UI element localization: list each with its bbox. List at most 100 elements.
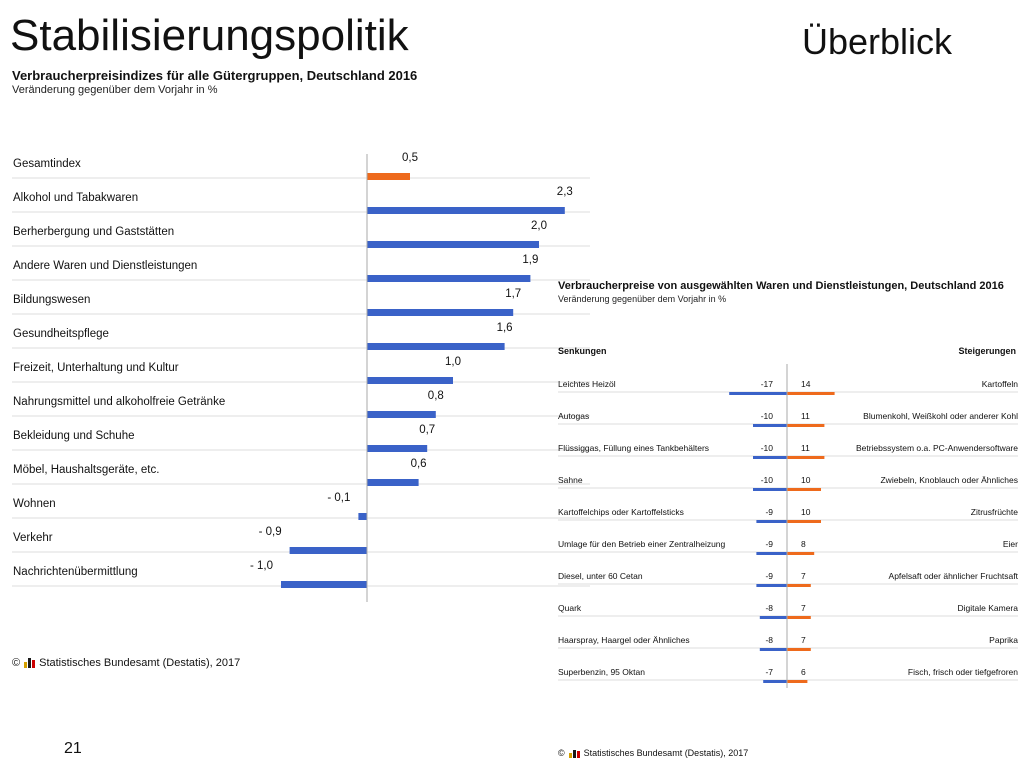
- chart1-source: © Statistisches Bundesamt (Destatis), 20…: [12, 657, 240, 669]
- category-label: Berherbergung und Gaststätten: [13, 226, 174, 238]
- value-label: - 0,1: [327, 492, 350, 504]
- category-label: Gesamtindex: [13, 158, 81, 170]
- category-label: Nachrichtenübermittlung: [13, 566, 138, 578]
- bar: [281, 581, 367, 588]
- increase-label: Eier: [1003, 539, 1018, 549]
- decrease-value: -10: [761, 443, 774, 453]
- increase-bar: [787, 424, 825, 427]
- bar: [367, 207, 565, 214]
- category-label: Verkehr: [13, 532, 53, 544]
- chart1-title: Verbraucherpreisindizes für alle Gütergr…: [12, 68, 418, 83]
- page-number: 21: [64, 740, 82, 757]
- bar: [367, 173, 410, 180]
- chart2-source: © Statistisches Bundesamt (Destatis), 20…: [558, 748, 748, 758]
- decrease-value: -10: [761, 475, 774, 485]
- decrease-label: Diesel, unter 60 Cetan: [558, 571, 643, 581]
- bar: [367, 309, 514, 316]
- increase-bar: [787, 456, 825, 459]
- copyright-icon: ©: [12, 657, 21, 669]
- bar: [367, 411, 436, 418]
- decrease-label: Autogas: [558, 411, 589, 421]
- value-label: 2,0: [531, 220, 547, 232]
- chart1-svg: Gesamtindex 0,5 Alkohol und Tabakwaren 2,3 B…: [12, 152, 590, 602]
- decrease-label: Quark: [558, 603, 582, 613]
- increase-label: Paprika: [989, 635, 1018, 645]
- bar: [367, 479, 419, 486]
- increase-value: 11: [801, 411, 810, 421]
- value-label: 1,7: [505, 288, 521, 300]
- increase-label: Fisch, frisch oder tiefgefroren: [908, 667, 1018, 677]
- chart2-header-decreases: Senkungen: [558, 346, 607, 356]
- bar: [367, 241, 539, 248]
- bar: [289, 547, 367, 554]
- bar: [358, 513, 367, 520]
- increase-bar: [787, 488, 821, 491]
- bar: [367, 377, 453, 384]
- slide-subtitle: Überblick: [802, 21, 953, 62]
- decrease-label: Sahne: [558, 475, 583, 485]
- decrease-value: -9: [765, 571, 773, 581]
- increase-value: 10: [801, 507, 811, 517]
- increase-value: 11: [801, 443, 810, 453]
- category-label: Gesundheitspflege: [13, 328, 109, 340]
- value-label: 2,3: [557, 186, 573, 198]
- increase-bar: [787, 616, 811, 619]
- destatis-logo-icon: [24, 658, 36, 668]
- decrease-label: Flüssiggas, Füllung eines Tankbehälters: [558, 443, 709, 453]
- decrease-value: -8: [765, 603, 773, 613]
- category-label: Wohnen: [13, 498, 56, 510]
- increase-bar: [787, 648, 811, 651]
- decrease-bar: [753, 424, 787, 427]
- decrease-bar: [763, 680, 787, 683]
- increase-value: 7: [801, 635, 806, 645]
- increase-value: 7: [801, 603, 806, 613]
- increase-bar: [787, 584, 811, 587]
- category-label: Nahrungsmittel und alkoholfreie Getränke: [13, 396, 225, 408]
- decrease-label: Superbenzin, 95 Oktan: [558, 667, 645, 677]
- value-label: 0,5: [402, 152, 418, 164]
- chart2-title: Verbraucherpreise von ausgewählten Waren…: [558, 280, 1004, 292]
- decrease-bar: [759, 616, 787, 619]
- value-label: - 1,0: [250, 560, 273, 572]
- decrease-value: -8: [765, 635, 773, 645]
- chart2-svg: Leichtes Heizöl Kartoffeln -17 14 Autogas Blu…: [558, 364, 1019, 688]
- increase-label: Digitale Kamera: [958, 603, 1019, 613]
- chart2-header-increases: Steigerungen: [958, 346, 1016, 356]
- decrease-bar: [756, 584, 787, 587]
- value-label: 0,7: [419, 424, 435, 436]
- bar: [367, 445, 428, 452]
- decrease-label: Umlage für den Betrieb einer Zentralheiz…: [558, 539, 726, 549]
- value-label: 0,6: [411, 458, 427, 470]
- decrease-value: -10: [761, 411, 774, 421]
- increase-value: 14: [801, 379, 811, 389]
- bar: [367, 275, 531, 282]
- increase-value: 10: [801, 475, 811, 485]
- decrease-value: -7: [765, 667, 773, 677]
- value-label: - 0,9: [259, 526, 282, 538]
- slide-title: Stabilisierungspolitik: [10, 11, 409, 60]
- increase-label: Kartoffeln: [982, 379, 1019, 389]
- category-label: Möbel, Haushaltsgeräte, etc.: [13, 464, 159, 476]
- increase-label: Betriebssystem o.a. PC-Anwendersoftware: [856, 443, 1018, 453]
- category-label: Freizeit, Unterhaltung und Kultur: [13, 362, 179, 374]
- increase-bar: [787, 392, 835, 395]
- decrease-bar: [753, 488, 787, 491]
- increase-value: 7: [801, 571, 806, 581]
- value-label: 1,9: [522, 254, 538, 266]
- decrease-label: Kartoffelchips oder Kartoffelsticks: [558, 507, 684, 517]
- increase-value: 6: [801, 667, 806, 677]
- value-label: 1,6: [497, 322, 513, 334]
- chart2-subtitle: Veränderung gegenüber dem Vorjahr in %: [558, 294, 727, 304]
- increase-label: Apfelsaft oder ähnlicher Fruchtsaft: [889, 571, 1019, 581]
- copyright-icon: ©: [558, 748, 565, 758]
- decrease-bar: [729, 392, 787, 395]
- decrease-value: -9: [765, 507, 773, 517]
- increase-bar: [787, 552, 815, 555]
- increase-label: Zitrusfrüchte: [971, 507, 1019, 517]
- destatis-logo-icon: [568, 748, 580, 758]
- decrease-bar: [759, 648, 787, 651]
- category-label: Bekleidung und Schuhe: [13, 430, 135, 442]
- value-label: 1,0: [445, 356, 461, 368]
- increase-bar: [787, 520, 821, 523]
- increase-label: Blumenkohl, Weißkohl oder anderer Kohl: [863, 411, 1018, 421]
